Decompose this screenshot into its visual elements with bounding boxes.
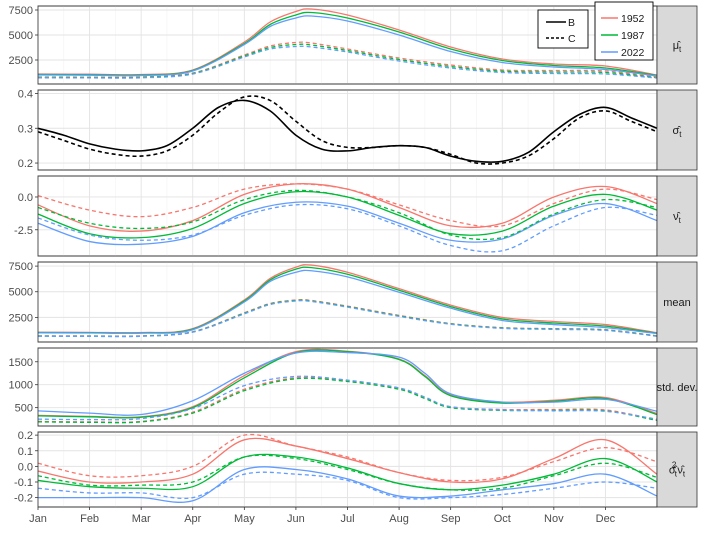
- facet-strip: [656, 261, 698, 343]
- facet-strip: [656, 175, 698, 257]
- facet-strip-label: σ̂t2ν̂t: [669, 461, 686, 479]
- series-line-1987-C: [38, 43, 657, 79]
- series-line-2022-C: [38, 375, 657, 421]
- legend-label: B: [568, 17, 575, 29]
- legend-linetype: BC: [537, 9, 589, 49]
- y-tick-label: 7500: [9, 5, 33, 17]
- legend-label: 1952: [621, 13, 645, 25]
- panels-layer: 2500 5000 7500 μ̂t 0.2 0.3 0.4 σ̂t -2.5 0.0 ν̂t 250…: [9, 5, 698, 508]
- legend-layer: BC 1952 1987 2022: [537, 1, 654, 61]
- y-tick-label: 0.0: [18, 192, 33, 204]
- series-line-2022-B: [38, 350, 657, 416]
- y-tick-label: 0.3: [18, 123, 33, 135]
- series-group: [38, 95, 657, 165]
- series-group: [38, 8, 657, 79]
- x-tick-label: Mar: [132, 513, 151, 525]
- legend-label: 2022: [621, 47, 645, 59]
- series-group: [38, 433, 657, 503]
- series-line-1952-B: [38, 437, 657, 484]
- panel-2: 0.2 0.3 0.4 σ̂t: [18, 88, 698, 171]
- series-line-2022-B: [38, 15, 657, 77]
- series-line-2022-C: [38, 203, 657, 253]
- x-tick-label: Jun: [287, 513, 305, 525]
- y-tick-label: -0.1: [14, 477, 33, 489]
- y-tick-label: 2500: [9, 55, 33, 67]
- y-tick-label: 0.2: [18, 430, 33, 442]
- x-axis: Jan Feb Mar Apr May Jun Jul Aug Sep Oct Nov Dec: [29, 507, 616, 525]
- series-line-C-C: [38, 95, 657, 165]
- panel-5: 500 1000 1500 std. dev.: [9, 347, 698, 427]
- x-tick-label: Jul: [340, 513, 354, 525]
- x-tick-label: Apr: [184, 513, 201, 525]
- facet-strip: [656, 5, 698, 85]
- series-line-2022-C: [38, 471, 657, 500]
- legend-label: C: [568, 33, 576, 45]
- series-line-1987-C: [38, 189, 657, 241]
- series-line-1987-B: [38, 453, 657, 491]
- y-tick-label: 0.2: [18, 158, 33, 170]
- facet-strip-label: μ̂t: [673, 40, 682, 54]
- y-tick-label: 1000: [9, 380, 33, 392]
- legend-box: [594, 1, 654, 61]
- facet-strip: [656, 89, 698, 171]
- series-line-2022-C: [38, 45, 657, 79]
- facet-strip: [656, 347, 698, 427]
- series-group: [38, 183, 657, 253]
- series-line-2022-B: [38, 269, 657, 335]
- x-tick-label: Oct: [494, 513, 511, 525]
- series-line-B-B: [38, 99, 657, 163]
- y-tick-label: 2500: [9, 312, 33, 324]
- series-line-1952-C: [38, 183, 657, 228]
- y-tick-label: 1500: [9, 357, 33, 369]
- y-tick-label: 7500: [9, 261, 33, 273]
- x-tick-label: Dec: [596, 513, 616, 525]
- series-line-1952-C: [38, 41, 657, 78]
- series-line-2022-B: [38, 201, 657, 246]
- facet-strip-label: mean: [663, 297, 691, 309]
- series-line-1952-C: [38, 433, 657, 482]
- y-tick-label: -2.5: [14, 225, 33, 237]
- facet-strip-label: std. dev.: [657, 382, 698, 394]
- legend-year: 1952 1987 2022: [594, 1, 654, 61]
- facet-strip: [656, 431, 698, 508]
- series-line-1987-C: [38, 454, 657, 491]
- legend-box: [537, 9, 589, 49]
- panel-6: -0.2 -0.1 0.0 0.1 0.2 σ̂t2ν̂t: [14, 430, 698, 508]
- x-tick-label: Sep: [441, 513, 461, 525]
- series-line-2022-B: [38, 466, 657, 503]
- x-tick-label: May: [234, 513, 255, 525]
- series-line-1987-C: [38, 377, 657, 424]
- facet-strip-label: ν̂t: [673, 211, 682, 225]
- y-tick-label: 5000: [9, 287, 33, 299]
- panel-1: 2500 5000 7500 μ̂t: [9, 5, 698, 85]
- y-tick-label: 0.1: [18, 446, 33, 458]
- y-tick-label: 5000: [9, 30, 33, 42]
- series-group: [38, 348, 657, 424]
- facet-strip-label: σ̂t: [672, 125, 682, 139]
- x-tick-label: Nov: [544, 513, 564, 525]
- legend-label: 1987: [621, 30, 645, 42]
- y-tick-label: 500: [15, 403, 33, 415]
- y-tick-label: 0.4: [18, 88, 33, 100]
- panel-4: 2500 5000 7500 mean: [9, 261, 698, 343]
- x-tick-label: Jan: [29, 513, 47, 525]
- panel-3: -2.5 0.0 ν̂t: [14, 175, 698, 257]
- y-tick-label: 0.0: [18, 461, 33, 473]
- x-tick-label: Aug: [389, 513, 409, 525]
- y-tick-label: -0.2: [14, 493, 33, 505]
- x-tick-label: Feb: [80, 513, 99, 525]
- series-group: [38, 264, 657, 338]
